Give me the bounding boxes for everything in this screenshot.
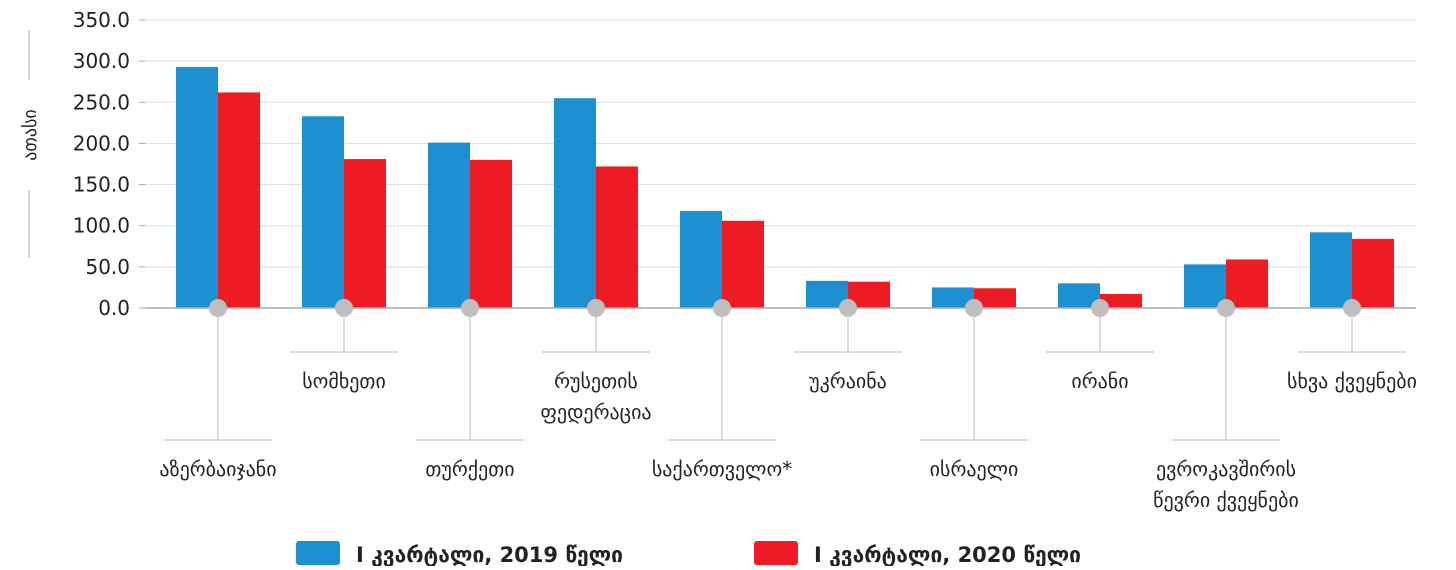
category-labels: აზერბაიჯანი სომხეთი თურქეთი რუსეთის ფედერაცი… — [159, 299, 1417, 512]
bar — [344, 159, 386, 308]
y-tick-label: 350.0 — [73, 8, 130, 32]
legend-swatch — [296, 541, 340, 565]
category-marker — [713, 299, 731, 317]
category-label: თურქეთი — [425, 457, 514, 481]
category-label: ისრაელი — [930, 457, 1019, 481]
category-label: აზერბაიჯანი — [159, 457, 276, 481]
y-tick-label: 0.0 — [98, 296, 130, 320]
category-label: საქართველო* — [652, 457, 792, 481]
bar — [932, 287, 974, 308]
bar — [176, 66, 218, 308]
bar — [596, 166, 638, 308]
bars — [176, 66, 1394, 309]
y-axis-ticks: 0.0 50.0 100.0 150.0 200.0 250.0 300.0 350.0 — [73, 8, 145, 320]
category-marker — [1343, 299, 1361, 317]
legend: I კვარტალი, 2019 წელი I კვარტალი, 2020 წე… — [296, 541, 1081, 567]
y-tick-label: 100.0 — [73, 214, 130, 238]
category-label: ირანი — [1071, 369, 1128, 393]
category-marker — [209, 299, 227, 317]
category-marker — [461, 299, 479, 317]
legend-label: I კვარტალი, 2020 წელი — [814, 543, 1081, 566]
bar — [1226, 259, 1268, 308]
category-label: ფედერაცია — [540, 400, 651, 424]
bar — [1352, 238, 1394, 308]
y-tick-label: 250.0 — [73, 90, 130, 114]
y-tick-label: 200.0 — [73, 131, 130, 155]
category-label: სხვა ქვეყნები — [1287, 369, 1417, 393]
bar — [428, 142, 470, 308]
legend-label: I კვარტალი, 2019 წელი — [356, 543, 623, 566]
category-label: რუსეთის — [554, 369, 638, 393]
y-tick-label: 50.0 — [85, 255, 130, 279]
y-axis-label-group: ათასი — [20, 30, 41, 258]
bar — [470, 159, 512, 308]
category-marker — [335, 299, 353, 317]
category-marker — [1217, 299, 1235, 317]
category-label: უკრაინა — [809, 369, 887, 393]
category-label: წევრი ქვეყნები — [1153, 488, 1299, 512]
category-marker — [1091, 299, 1109, 317]
bar — [1100, 294, 1142, 308]
y-tick-label: 300.0 — [73, 49, 130, 73]
category-marker — [965, 299, 983, 317]
bar — [302, 116, 344, 308]
bar — [218, 92, 260, 308]
bar — [680, 210, 722, 308]
bar — [1184, 264, 1226, 308]
category-marker — [587, 299, 605, 317]
y-tick-label: 150.0 — [73, 173, 130, 197]
legend-swatch — [754, 541, 798, 565]
bar — [722, 220, 764, 308]
category-label: სომხეთი — [302, 369, 386, 393]
category-label: ევროკავშირის — [1156, 457, 1296, 481]
category-marker — [839, 299, 857, 317]
y-axis-label: ათასი — [20, 109, 41, 160]
bar — [1310, 232, 1352, 308]
bar — [974, 288, 1016, 308]
bar — [554, 98, 596, 309]
